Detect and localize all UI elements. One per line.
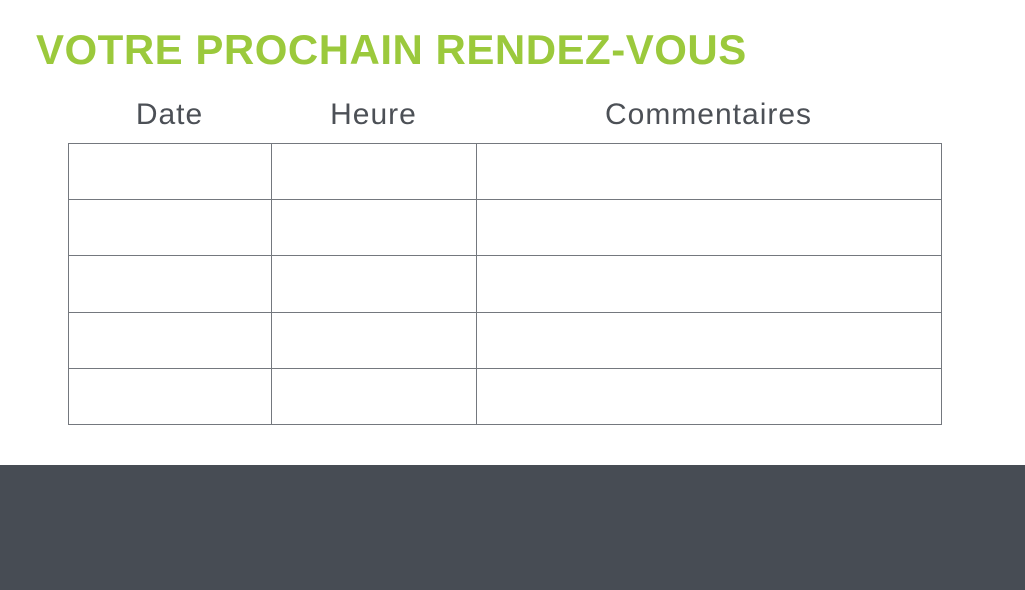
table-cell <box>271 311 477 369</box>
table-row <box>68 367 942 426</box>
column-header-heure: Heure <box>330 98 417 131</box>
table-cell <box>476 311 942 369</box>
table-cell <box>271 367 477 426</box>
table-cell <box>68 367 272 426</box>
table-row <box>68 199 942 257</box>
table-cell <box>271 142 477 201</box>
table-cell <box>476 367 942 426</box>
table-cell <box>68 199 272 257</box>
table-cell <box>476 255 942 313</box>
table-cell <box>476 142 942 201</box>
table-cell <box>68 311 272 369</box>
column-header-date: Date <box>135 98 204 131</box>
table-row <box>68 142 942 201</box>
table-cell <box>68 142 272 201</box>
table-row <box>68 255 942 313</box>
table-column-headers: Date Heure Commentaires <box>68 98 941 132</box>
footer-band <box>0 465 1025 590</box>
table-cell <box>271 255 477 313</box>
appointments-table <box>68 142 942 426</box>
table-cell <box>271 199 477 257</box>
page-title: VOTRE PROCHAIN RENDEZ-VOUS <box>36 26 747 73</box>
column-header-commentaires: Commentaires <box>604 98 813 131</box>
table-row <box>68 311 942 369</box>
table-cell <box>68 255 272 313</box>
table-cell <box>476 199 942 257</box>
